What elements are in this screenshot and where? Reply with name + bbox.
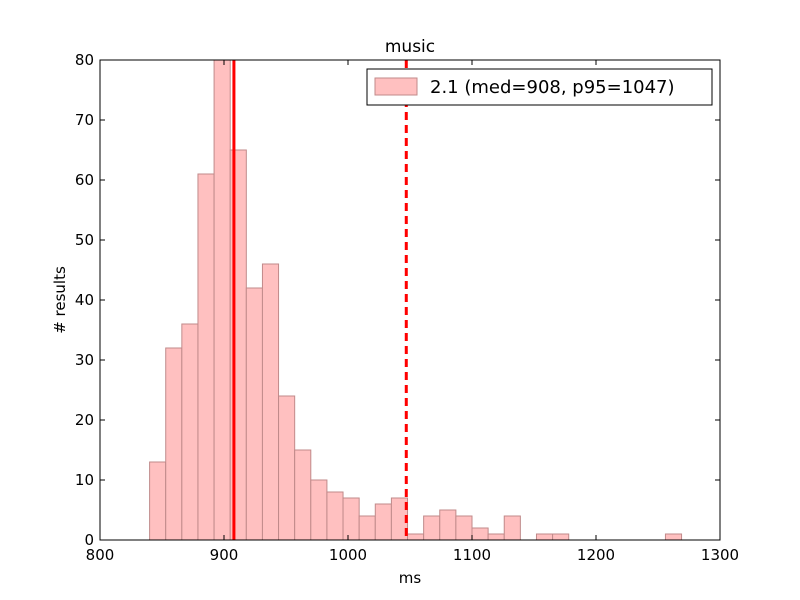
histogram-bar bbox=[455, 515, 473, 541]
histogram-bar bbox=[407, 533, 425, 541]
y-tick-label: 60 bbox=[75, 171, 94, 189]
histogram-bar bbox=[374, 503, 392, 541]
x-tick-label: 1000 bbox=[329, 546, 367, 564]
x-tick-label: 1100 bbox=[453, 546, 491, 564]
y-tick-label: 70 bbox=[75, 111, 94, 129]
histogram-bar bbox=[245, 287, 263, 541]
y-tick-label: 0 bbox=[84, 531, 94, 549]
x-axis-label: ms bbox=[399, 569, 422, 587]
y-tick-label: 40 bbox=[75, 291, 94, 309]
histogram-bar bbox=[197, 173, 215, 541]
histogram-bar bbox=[278, 395, 296, 541]
y-axis-label: # results bbox=[51, 266, 69, 334]
histogram-bar bbox=[181, 323, 199, 541]
legend: 2.1 (med=908, p95=1047) bbox=[366, 68, 713, 106]
y-tick-label: 10 bbox=[75, 471, 94, 489]
reference-lines bbox=[232, 60, 408, 540]
histogram-bar bbox=[503, 515, 521, 541]
histogram-bar bbox=[552, 533, 570, 541]
histogram-bar bbox=[294, 449, 312, 541]
histogram-bar bbox=[439, 509, 457, 541]
x-tick-label: 900 bbox=[210, 546, 239, 564]
x-tick-label: 800 bbox=[86, 546, 115, 564]
histogram-bar bbox=[358, 515, 376, 541]
histogram-bars bbox=[149, 59, 683, 541]
y-tick-label: 30 bbox=[75, 351, 94, 369]
histogram-bar bbox=[487, 533, 505, 541]
y-axis-ticks: 0 10 20 30 40 50 60 70 80 bbox=[75, 51, 720, 549]
legend-box bbox=[366, 68, 713, 106]
histogram-bar bbox=[310, 479, 328, 541]
histogram-bar bbox=[165, 347, 183, 541]
y-tick-label: 50 bbox=[75, 231, 94, 249]
histogram-bar bbox=[213, 59, 231, 541]
histogram-bar bbox=[261, 263, 280, 541]
y-tick-label: 80 bbox=[75, 51, 94, 69]
histogram-bar bbox=[664, 533, 683, 541]
x-tick-label: 1300 bbox=[701, 546, 739, 564]
histogram-bar bbox=[535, 533, 554, 541]
x-axis-ticks: 800 900 1000 1100 1200 1300 bbox=[86, 60, 739, 564]
histogram-bar bbox=[326, 491, 344, 541]
histogram-bar bbox=[423, 515, 441, 541]
legend-entry-label: 2.1 (med=908, p95=1047) bbox=[430, 77, 675, 98]
chart-title: music bbox=[385, 37, 435, 57]
legend-swatch bbox=[374, 77, 418, 96]
histogram-bar bbox=[149, 461, 167, 541]
y-tick-label: 20 bbox=[75, 411, 94, 429]
x-tick-label: 1200 bbox=[577, 546, 615, 564]
histogram-bar bbox=[342, 497, 360, 541]
histogram-bar bbox=[471, 527, 489, 541]
